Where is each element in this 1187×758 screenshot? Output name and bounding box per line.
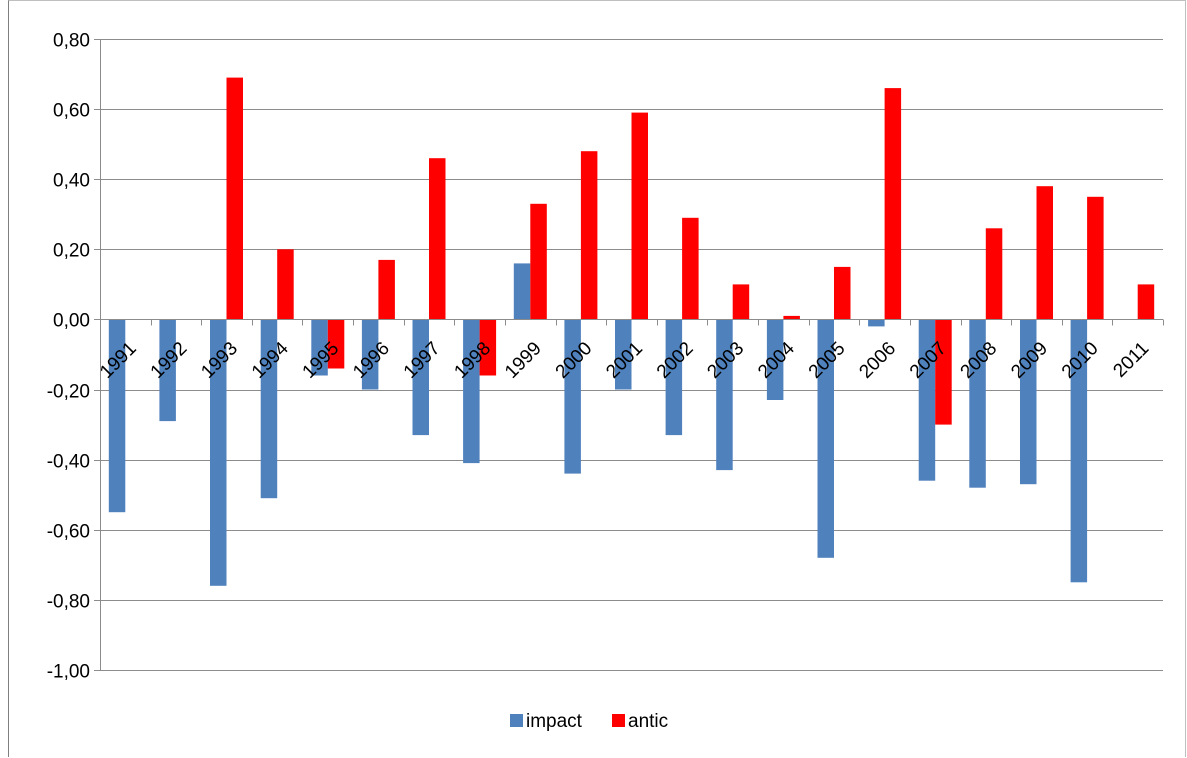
legend-item-antic: antic bbox=[612, 711, 668, 732]
y-axis: 0,80 0,60 0,40 0,20 0,00 -0,20 -0,40 -0,60 -0,80… bbox=[47, 31, 101, 683]
x-tick-label: 2006 bbox=[855, 338, 900, 383]
bar-impact-2008 bbox=[969, 319, 986, 488]
bar-impact-2004 bbox=[766, 319, 784, 400]
legend-item-impact: impact bbox=[510, 711, 583, 732]
bar-antic-2004 bbox=[783, 315, 800, 320]
bar-antic-2006 bbox=[884, 88, 902, 320]
y-tick-label: 0,60 bbox=[53, 101, 90, 122]
bar-antic-2000 bbox=[580, 151, 598, 320]
y-tick-label: 0,20 bbox=[53, 241, 90, 262]
bar-antic-2008 bbox=[985, 228, 1003, 320]
bar-antic-2011 bbox=[1137, 284, 1155, 320]
chart-frame bbox=[8, 0, 1186, 757]
y-tick-label: 0,80 bbox=[53, 31, 90, 52]
bar-impact-2002 bbox=[665, 319, 683, 436]
bar-antic-2001 bbox=[631, 112, 648, 320]
bar-antic-1996 bbox=[378, 259, 395, 320]
y-tick-label: 0,40 bbox=[53, 171, 90, 192]
bar-antic-1997 bbox=[429, 158, 446, 320]
bar-antic-2003 bbox=[732, 284, 750, 320]
bar-impact-2005 bbox=[817, 319, 834, 558]
bar-antic-1995 bbox=[327, 319, 345, 369]
bar-impact-1991 bbox=[108, 319, 126, 513]
bar-impact-2001 bbox=[615, 319, 632, 390]
bar-impact-2003 bbox=[716, 319, 733, 471]
y-tick-label: 0,00 bbox=[53, 311, 90, 332]
bar-impact-1992 bbox=[159, 319, 176, 422]
y-tick-label: -0,40 bbox=[47, 452, 90, 473]
bar-antic-1998 bbox=[479, 319, 497, 376]
legend-label-antic: antic bbox=[628, 711, 668, 732]
bar-impact-1994 bbox=[260, 319, 278, 499]
bar-antic-2007 bbox=[935, 319, 952, 425]
bar-impact-2007 bbox=[918, 319, 936, 481]
bar-antic-2005 bbox=[834, 266, 851, 320]
x-tick-label: 2011 bbox=[1109, 338, 1153, 382]
bar-impact-1995 bbox=[311, 319, 328, 376]
bar-impact-2009 bbox=[1020, 319, 1037, 485]
bar-antic-2010 bbox=[1087, 196, 1104, 320]
bar-impact-2006 bbox=[868, 319, 885, 327]
y-tick-label: -0,80 bbox=[47, 592, 90, 613]
bar-impact-1993 bbox=[210, 319, 227, 586]
bar-antic-1999 bbox=[530, 203, 547, 320]
legend-swatch-impact bbox=[510, 714, 523, 727]
bars bbox=[108, 77, 1155, 586]
legend: impact antic bbox=[510, 711, 668, 732]
bar-antic-1993 bbox=[226, 77, 243, 320]
y-tick-label: -1,00 bbox=[47, 662, 90, 683]
y-tick-label: -0,20 bbox=[47, 382, 90, 403]
legend-label-impact: impact bbox=[526, 711, 583, 732]
bar-antic-1994 bbox=[277, 249, 294, 320]
y-tick-label: -0,60 bbox=[47, 522, 90, 543]
bar-impact-2010 bbox=[1070, 319, 1088, 583]
bar-antic-2002 bbox=[682, 217, 699, 320]
bar-impact-1996 bbox=[361, 319, 379, 390]
bar-antic-2009 bbox=[1036, 186, 1053, 320]
bar-impact-1997 bbox=[412, 319, 429, 436]
x-tick-label: 1999 bbox=[501, 338, 546, 383]
bar-impact-1998 bbox=[463, 319, 480, 464]
bar-impact-2000 bbox=[564, 319, 581, 474]
bar-impact-1999 bbox=[513, 263, 531, 320]
legend-swatch-antic bbox=[612, 714, 625, 727]
